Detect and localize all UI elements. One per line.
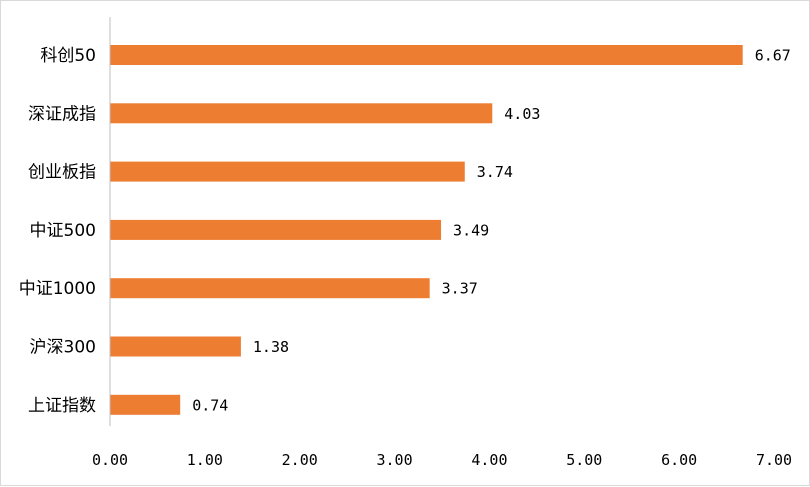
x-tick-label-6: 6.00 — [661, 451, 697, 469]
bar-6 — [110, 394, 181, 415]
value-labels-layer: 6.67 4.03 3.74 3.49 3.37 1.38 0.74 — [192, 47, 791, 415]
bar-3 — [110, 219, 442, 240]
value-label-2: 3.74 — [477, 163, 513, 181]
category-label-0: 科创50 — [40, 46, 96, 66]
category-label-3: 中证500 — [30, 221, 96, 241]
x-tick-label-3: 3.00 — [377, 451, 413, 469]
x-tick-label-5: 5.00 — [566, 451, 602, 469]
value-label-3: 3.49 — [453, 221, 489, 239]
value-label-4: 3.37 — [442, 280, 478, 298]
x-tick-label-1: 1.00 — [187, 451, 223, 469]
value-label-1: 4.03 — [504, 105, 540, 123]
x-tick-label-7: 7.00 — [756, 451, 792, 469]
bar-0 — [110, 45, 743, 65]
x-tick-label-2: 2.00 — [282, 451, 318, 469]
x-tick-label-0: 0.00 — [92, 451, 128, 469]
category-label-4: 中证1000 — [19, 279, 96, 299]
bars-layer — [110, 45, 743, 415]
value-label-0: 6.67 — [755, 47, 791, 65]
category-label-2: 创业板指 — [28, 163, 96, 183]
bar-5 — [110, 336, 241, 357]
bar-1 — [110, 103, 493, 124]
category-label-1: 深证成指 — [28, 104, 96, 124]
bar-2 — [110, 161, 465, 182]
category-label-5: 沪深300 — [30, 338, 96, 358]
bar-4 — [110, 278, 430, 299]
x-tick-label-4: 4.00 — [471, 451, 507, 469]
category-label-6: 上证指数 — [28, 396, 96, 416]
value-label-6: 0.74 — [192, 396, 228, 414]
axis-layer: 0.00 1.00 2.00 3.00 4.00 5.00 6.00 7.00 — [92, 17, 792, 469]
value-label-5: 1.38 — [253, 338, 289, 356]
